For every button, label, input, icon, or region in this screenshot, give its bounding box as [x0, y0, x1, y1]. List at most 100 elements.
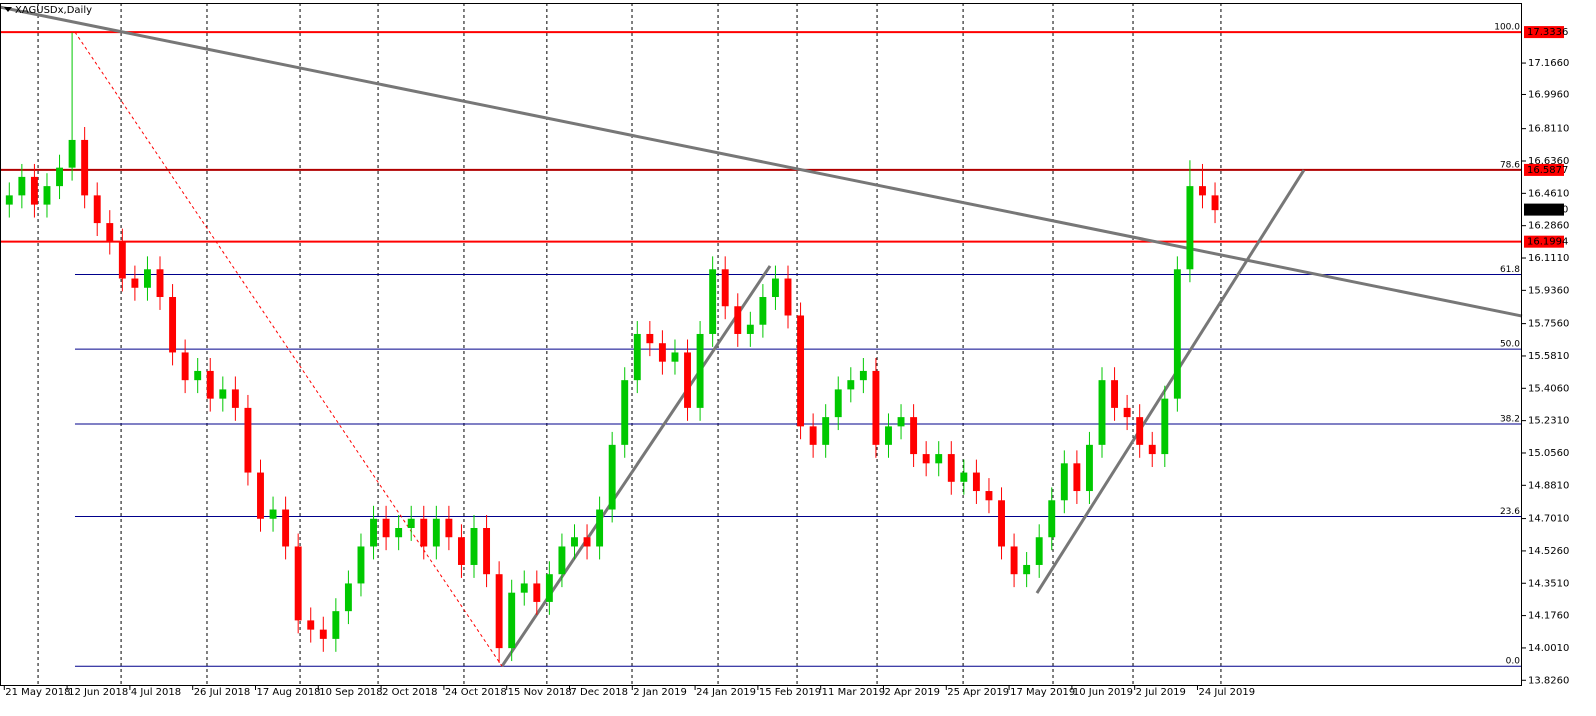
y-tick-label: 14.8810 [1528, 480, 1569, 491]
candle-body [1048, 500, 1056, 538]
candle-body [508, 592, 516, 649]
chart-title: XAGUSDx,Daily [15, 5, 92, 16]
candle-body [307, 620, 315, 630]
fib-label: 23.6 [1500, 507, 1520, 517]
candle-body [495, 574, 503, 649]
candle-body [721, 269, 729, 307]
candle-body [784, 278, 792, 316]
candle-body [885, 426, 892, 445]
candle-body [1136, 417, 1144, 445]
candle-body [357, 546, 365, 584]
x-tick-label: 24 Oct 2018 [445, 687, 507, 698]
menu-triangle[interactable] [4, 7, 12, 12]
candle-body [219, 389, 227, 399]
x-tick-label: 17 May 2019 [1010, 687, 1075, 698]
candle-body [771, 278, 779, 298]
x-tick-label: 24 Jul 2019 [1198, 687, 1255, 698]
y-tick-label: 16.9960 [1528, 89, 1569, 100]
candle-body [470, 528, 478, 565]
y-tick-label: 14.5260 [1528, 546, 1569, 557]
candle-body [571, 537, 578, 547]
candle-body [859, 370, 867, 381]
y-tick-label: 14.3510 [1528, 578, 1569, 589]
plot-area: 100.0 78.6 61.8 50.0 38.2 23.6 0.0 [0, 3, 1523, 686]
y-tick-label: 15.7560 [1528, 319, 1569, 330]
frame [0, 3, 1522, 686]
candle-body [633, 333, 641, 381]
trend-line [0, 5, 1523, 318]
fib-label: 38.2 [1500, 414, 1520, 424]
y-tick-label: 15.9360 [1528, 285, 1569, 296]
candle-body [432, 518, 440, 547]
candle-body [834, 389, 842, 418]
x-tick-label: 4 Jul 2018 [131, 687, 181, 698]
candle-body [847, 380, 855, 390]
candle-body [608, 444, 616, 510]
candle-body [696, 333, 704, 408]
candle-body [445, 518, 453, 538]
candle-body [483, 528, 491, 575]
x-tick-label: 21 May 2018 [5, 687, 70, 698]
candle-body [143, 269, 151, 288]
candle-body [56, 167, 63, 187]
candle-body [156, 269, 164, 298]
candle-body [809, 426, 817, 445]
y-tick-label: 16.1110 [1528, 253, 1569, 264]
x-tick-label: 25 Apr 2019 [947, 687, 1009, 698]
candle-body [1010, 546, 1018, 575]
x-tick-label: 2 Jan 2019 [633, 687, 687, 698]
candle-body [985, 491, 993, 501]
candle-body [1161, 398, 1169, 455]
candle-body [382, 518, 390, 538]
candle-body [1148, 444, 1156, 455]
candle-body [658, 343, 666, 362]
x-tick-label: 7 Dec 2018 [570, 687, 628, 698]
price-box [1524, 163, 1564, 176]
candle-body [30, 176, 38, 205]
fib-label: 50.0 [1500, 340, 1520, 350]
y-tick-label: 16.6360 [1528, 156, 1569, 167]
candle-body [922, 454, 930, 464]
candle-body [1085, 444, 1093, 492]
candle-body [709, 269, 717, 334]
candle-body [759, 297, 767, 325]
candle-body [269, 509, 277, 519]
x-tick-label: 10 Jun 2019 [1073, 687, 1133, 698]
fib-label: 61.8 [1500, 265, 1520, 275]
candle-body [1186, 186, 1194, 270]
y-tick-label: 14.1760 [1528, 611, 1569, 622]
candle-body [746, 324, 754, 334]
candle-body [1199, 186, 1206, 196]
price-box-label: 17.3336 [1527, 27, 1568, 38]
candle-body [332, 611, 340, 639]
x-tick-label: 2 Jul 2019 [1136, 687, 1186, 698]
y-tick-label: 15.0560 [1528, 448, 1569, 459]
y-tick-label: 16.4610 [1528, 188, 1569, 199]
candle-body [533, 583, 541, 602]
candle-body [1123, 407, 1131, 418]
candle-body [370, 518, 377, 547]
candle-body [206, 370, 214, 399]
candle-body [1023, 564, 1031, 575]
candle-body [131, 278, 139, 288]
candle-body [407, 518, 415, 529]
x-tick-label: 24 Jan 2019 [696, 687, 756, 698]
candle-body [106, 223, 114, 242]
candle-body [797, 315, 805, 427]
candle-body [734, 306, 742, 334]
candle-body [872, 370, 880, 445]
candle-body [621, 380, 629, 445]
candle-body [68, 139, 76, 168]
candle-body [43, 186, 51, 205]
candle-body [181, 352, 189, 381]
candle-body [5, 195, 13, 205]
candle-body [257, 472, 264, 519]
y-tick-label: 15.2310 [1528, 416, 1569, 427]
candle-body [545, 574, 553, 602]
trend-line [74, 31, 503, 667]
candle-body [244, 407, 252, 473]
candle-body [294, 546, 302, 621]
x-tick-label: 2 Oct 2018 [382, 687, 437, 698]
candle-body [169, 297, 177, 353]
